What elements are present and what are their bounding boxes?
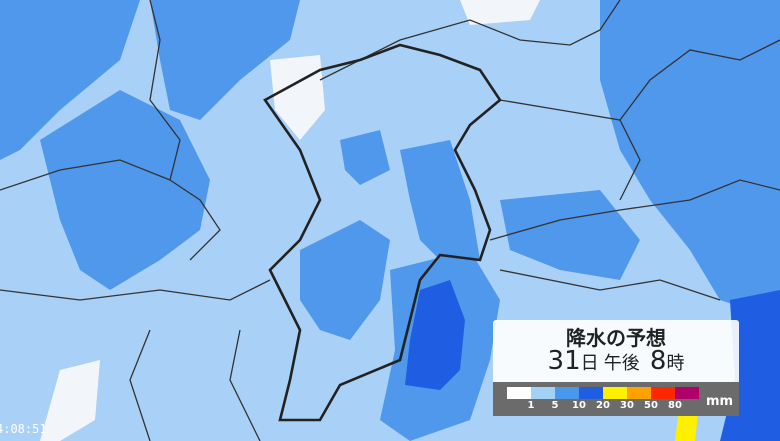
legend-swatch — [507, 387, 531, 399]
legend: mm 1 5 10 20 30 50 80 — [493, 382, 739, 416]
period: 午後 — [603, 353, 640, 374]
legend-swatch — [675, 387, 699, 399]
legend-swatch — [651, 387, 675, 399]
legend-label: 80 — [668, 400, 682, 411]
legend-label: 1 — [527, 400, 535, 411]
legend-swatch — [531, 387, 555, 399]
day-unit: 日 — [580, 353, 599, 374]
legend-label: 10 — [572, 400, 586, 411]
legend-label: 20 — [596, 400, 610, 411]
legend-swatch — [555, 387, 579, 399]
legend-swatch — [627, 387, 651, 399]
nagano-border — [263, 43, 502, 422]
hour: 8 — [649, 346, 667, 376]
legend-swatch — [603, 387, 627, 399]
legend-label: 30 — [620, 400, 634, 411]
legend-swatch — [579, 387, 603, 399]
panel-date: 31日 午後 8時 — [493, 346, 739, 376]
legend-label: 5 — [551, 400, 559, 411]
legend-label: 50 — [644, 400, 658, 411]
hour-unit: 時 — [666, 353, 685, 374]
day: 31 — [547, 346, 581, 376]
legend-unit: mm — [706, 394, 734, 409]
timestamp: 4:08:51 — [0, 422, 47, 436]
panel-title: 降水の予想 — [566, 326, 666, 350]
